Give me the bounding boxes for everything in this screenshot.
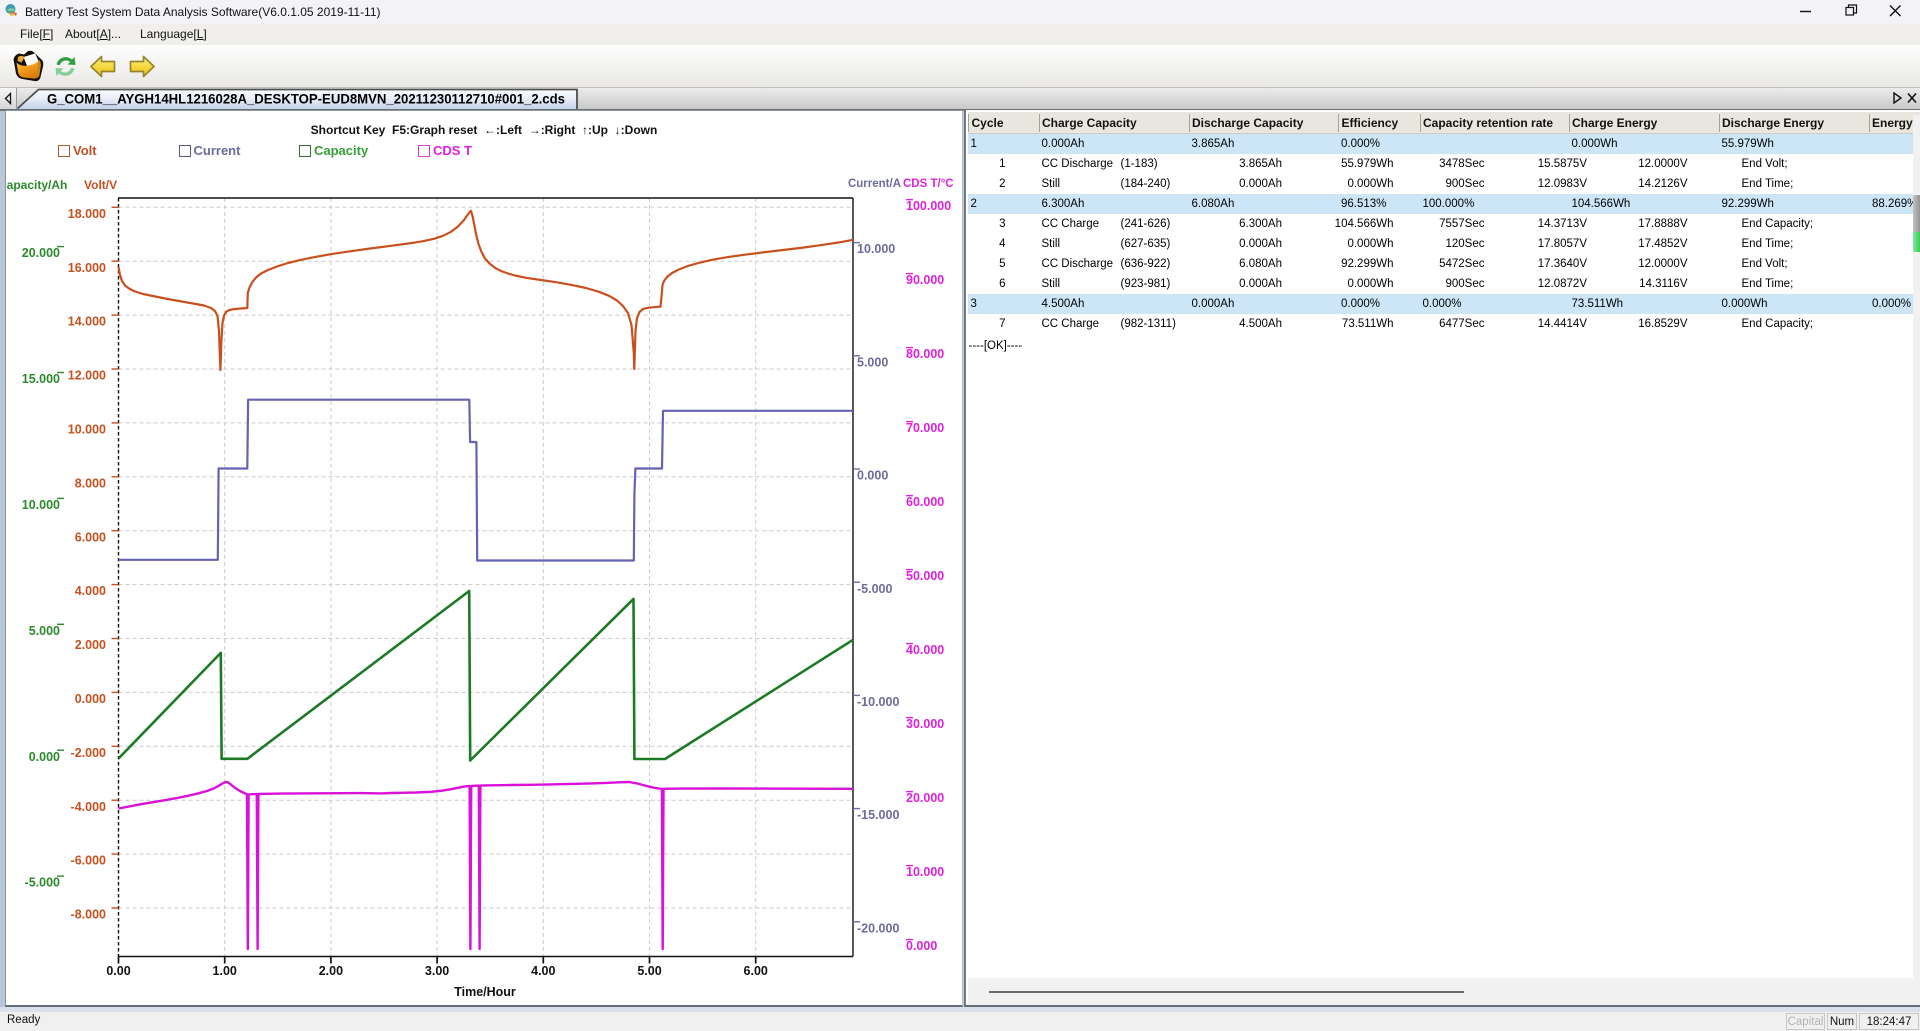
svg-text:6.000: 6.000 <box>75 530 106 544</box>
svg-text:Time/Hour: Time/Hour <box>454 985 516 999</box>
svg-text:3.00: 3.00 <box>425 964 449 978</box>
svg-text:2.000: 2.000 <box>75 638 106 652</box>
svg-text:70.000: 70.000 <box>906 421 944 435</box>
svg-text:0.000: 0.000 <box>857 469 888 483</box>
svg-text:-8.000: -8.000 <box>71 908 106 922</box>
svg-text:5.000: 5.000 <box>29 624 60 638</box>
svg-text:0.000: 0.000 <box>906 939 937 953</box>
svg-text:10.000: 10.000 <box>68 423 106 437</box>
svg-text:30.000: 30.000 <box>906 717 944 731</box>
svg-text:20.000: 20.000 <box>906 791 944 805</box>
svg-text:80.000: 80.000 <box>906 347 944 361</box>
svg-text:-6.000: -6.000 <box>71 854 106 868</box>
svg-text:-2.000: -2.000 <box>71 746 106 760</box>
svg-text:50.000: 50.000 <box>906 569 944 583</box>
svg-text:6.00: 6.00 <box>744 964 768 978</box>
svg-text:0.000: 0.000 <box>75 692 106 706</box>
svg-text:5.00: 5.00 <box>637 964 661 978</box>
svg-text:-15.000: -15.000 <box>857 808 899 822</box>
svg-text:0.00: 0.00 <box>106 964 130 978</box>
svg-text:4.000: 4.000 <box>75 584 106 598</box>
svg-text:10.000: 10.000 <box>22 498 60 512</box>
svg-text:40.000: 40.000 <box>906 643 944 657</box>
svg-text:16.000: 16.000 <box>68 261 106 275</box>
svg-text:1.00: 1.00 <box>213 964 237 978</box>
svg-text:-20.000: -20.000 <box>857 921 899 935</box>
svg-text:100.000: 100.000 <box>906 199 951 213</box>
svg-text:10.000: 10.000 <box>857 242 895 256</box>
svg-text:12.000: 12.000 <box>68 369 106 383</box>
svg-text:60.000: 60.000 <box>906 495 944 509</box>
svg-text:4.00: 4.00 <box>531 964 555 978</box>
svg-text:-10.000: -10.000 <box>857 695 899 709</box>
svg-text:G_COM1__AYGH14HL1216028A_DESKT: G_COM1__AYGH14HL1216028A_DESKTOP-EUD8MVN… <box>47 92 565 107</box>
svg-text:2.00: 2.00 <box>319 964 343 978</box>
svg-text:18.000: 18.000 <box>68 207 106 221</box>
svg-text:-4.000: -4.000 <box>71 800 106 814</box>
svg-text:20.000: 20.000 <box>22 246 60 260</box>
svg-text:-5.000: -5.000 <box>857 582 892 596</box>
svg-text:-5.000: -5.000 <box>25 876 60 890</box>
svg-text:15.000: 15.000 <box>22 372 60 386</box>
svg-text:8.000: 8.000 <box>75 476 106 490</box>
svg-text:5.000: 5.000 <box>857 355 888 369</box>
svg-text:90.000: 90.000 <box>906 273 944 287</box>
svg-text:10.000: 10.000 <box>906 865 944 879</box>
svg-text:0.000: 0.000 <box>29 750 60 764</box>
svg-text:14.000: 14.000 <box>68 315 106 329</box>
